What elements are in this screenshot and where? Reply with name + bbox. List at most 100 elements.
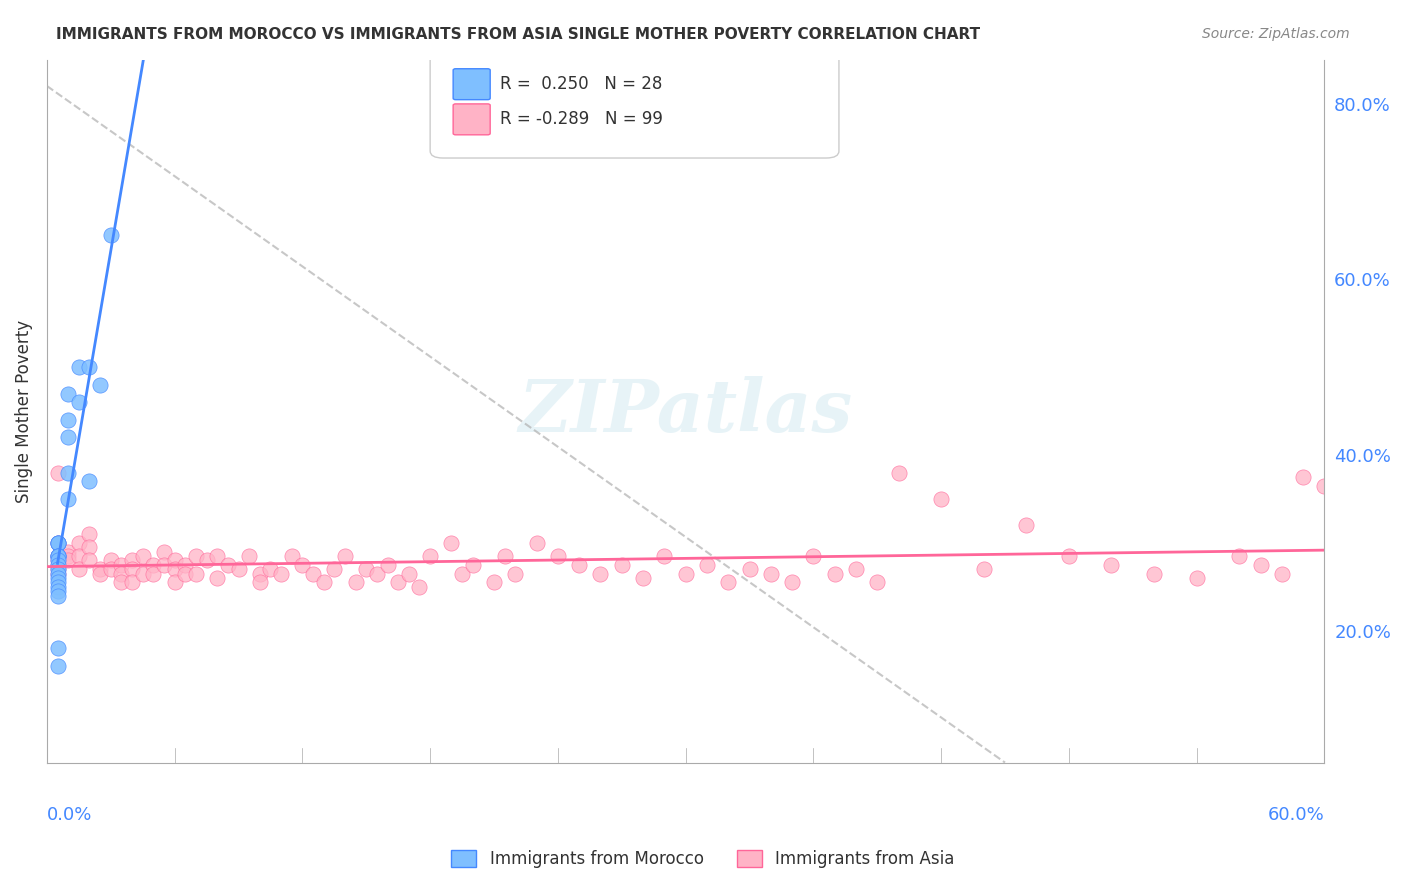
Point <box>323 562 346 576</box>
Point <box>1101 558 1123 572</box>
Point <box>547 549 569 563</box>
Point <box>1271 566 1294 581</box>
Point <box>79 360 101 375</box>
Point <box>56 553 79 567</box>
Point <box>1185 571 1208 585</box>
Point <box>249 566 271 581</box>
Point <box>121 553 143 567</box>
Point <box>56 466 79 480</box>
Point <box>398 566 420 581</box>
Point <box>195 553 218 567</box>
Point <box>568 558 591 572</box>
Point <box>1313 479 1336 493</box>
Point <box>654 549 676 563</box>
Point <box>46 466 69 480</box>
Point <box>46 553 69 567</box>
Point <box>281 549 304 563</box>
Point <box>153 544 176 558</box>
Point <box>110 575 132 590</box>
Point <box>259 562 281 576</box>
Point <box>46 589 69 603</box>
Point <box>184 549 207 563</box>
Point <box>1227 549 1250 563</box>
Point <box>205 571 228 585</box>
Point <box>408 580 430 594</box>
Text: Source: ZipAtlas.com: Source: ZipAtlas.com <box>1202 27 1350 41</box>
Point <box>717 575 740 590</box>
Point <box>780 575 803 590</box>
Point <box>174 566 197 581</box>
Point <box>46 536 69 550</box>
Point <box>110 566 132 581</box>
Point <box>67 562 90 576</box>
Point <box>366 566 388 581</box>
Point <box>377 558 399 572</box>
Point <box>56 549 79 563</box>
Point <box>228 562 250 576</box>
Point <box>56 491 79 506</box>
Point <box>131 549 153 563</box>
Point <box>205 549 228 563</box>
Point <box>344 575 367 590</box>
Point <box>46 566 69 581</box>
Point <box>121 575 143 590</box>
Point <box>79 541 101 555</box>
Point <box>494 549 516 563</box>
FancyBboxPatch shape <box>453 69 491 100</box>
Point <box>142 566 165 581</box>
Point <box>46 575 69 590</box>
Point <box>56 430 79 444</box>
Point <box>440 536 463 550</box>
Text: R = -0.289   N = 99: R = -0.289 N = 99 <box>501 111 664 128</box>
Point <box>46 584 69 599</box>
Point <box>131 566 153 581</box>
Point <box>759 566 782 581</box>
Point <box>110 558 132 572</box>
Point <box>67 549 90 563</box>
Point <box>824 566 846 581</box>
Point <box>845 562 868 576</box>
Point <box>100 553 122 567</box>
Point <box>89 562 111 576</box>
Point <box>67 536 90 550</box>
Point <box>238 549 260 563</box>
Text: 0.0%: 0.0% <box>46 806 93 824</box>
Point <box>270 566 292 581</box>
Point <box>79 553 101 567</box>
Point <box>56 413 79 427</box>
Point <box>1015 518 1038 533</box>
FancyBboxPatch shape <box>430 53 839 158</box>
Point <box>1292 470 1315 484</box>
Point <box>217 558 239 572</box>
Point <box>184 566 207 581</box>
Point <box>419 549 441 563</box>
Point <box>89 566 111 581</box>
Point <box>738 562 761 576</box>
Point <box>56 544 79 558</box>
Point <box>174 558 197 572</box>
Point <box>46 558 69 572</box>
Text: ZIPatlas: ZIPatlas <box>519 376 852 447</box>
Point <box>46 659 69 673</box>
Point <box>89 377 111 392</box>
Point <box>387 575 409 590</box>
FancyBboxPatch shape <box>453 103 491 135</box>
Point <box>46 549 69 563</box>
Point <box>46 549 69 563</box>
Point <box>610 558 633 572</box>
Point <box>482 575 505 590</box>
Point <box>589 566 612 581</box>
Point <box>526 536 548 550</box>
Point <box>163 553 186 567</box>
Point <box>100 228 122 243</box>
Point <box>46 571 69 585</box>
Point <box>46 549 69 563</box>
Point <box>866 575 889 590</box>
Point <box>803 549 825 563</box>
Text: IMMIGRANTS FROM MOROCCO VS IMMIGRANTS FROM ASIA SINGLE MOTHER POVERTY CORRELATIO: IMMIGRANTS FROM MOROCCO VS IMMIGRANTS FR… <box>56 27 980 42</box>
Point <box>67 395 90 409</box>
Point <box>46 580 69 594</box>
Point <box>100 562 122 576</box>
Point <box>973 562 995 576</box>
Point <box>1250 558 1272 572</box>
